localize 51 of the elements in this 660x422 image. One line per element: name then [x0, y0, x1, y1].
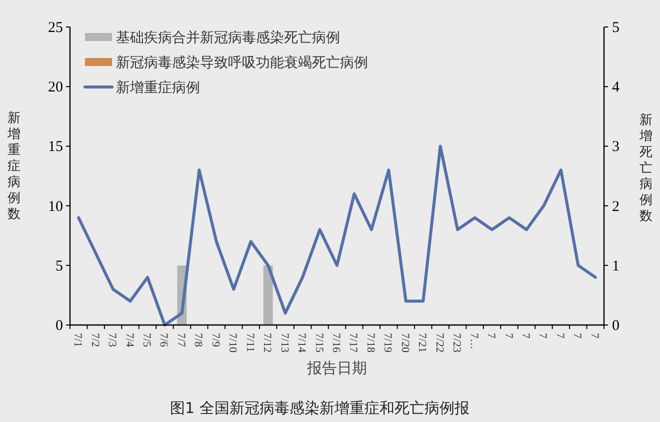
x-tick-label: 7: [536, 333, 549, 339]
x-tick-label: 7/4: [123, 333, 136, 348]
x-tick-label: 7/8: [192, 333, 204, 348]
x-tick-label: 7/16: [330, 333, 342, 354]
text: 图1 全国新冠病毒感染新增重症和死亡病例报: [170, 399, 470, 417]
x-tick-label: 7/10: [226, 333, 239, 354]
y-tick-label: 5: [56, 258, 63, 274]
x-tick-label: 7/21: [416, 333, 428, 353]
x-tick-label: 7/13: [278, 333, 290, 354]
y2-tick-label: 5: [612, 20, 620, 36]
x-tick-label: 7/9: [209, 333, 222, 348]
x-tick-label: 7: [502, 333, 514, 339]
x-tick-label: 7/6: [158, 333, 170, 348]
x-tick-label: 7/15: [312, 333, 325, 354]
legend-label: 新增重症病例: [116, 80, 200, 96]
legend-label: 新冠病毒感染导致呼吸功能衰竭死亡病例: [116, 55, 368, 71]
y-tick-label: 25: [48, 20, 63, 36]
x-tick-label: 7/17: [347, 333, 360, 354]
y2-tick-label: 1: [612, 258, 620, 274]
x-tick-label: 7/14: [296, 333, 308, 354]
x-tick-label: 7/22: [433, 333, 446, 353]
x-tick-label: 7…: [468, 333, 480, 350]
legend-label: 基础疾病合并新冠病毒感染死亡病例: [116, 30, 340, 46]
y2-tick-label: 4: [612, 80, 620, 96]
y2-tick-label: 0: [612, 318, 620, 334]
x-tick-label: 7/12: [261, 333, 274, 353]
y2-tick-label: 3: [612, 139, 620, 156]
x-tick-label: 7/23: [450, 333, 463, 354]
x-axis-title: 报告日期: [306, 360, 367, 377]
x-tick-label: 7: [571, 333, 584, 339]
y-tick-label: 10: [48, 198, 63, 215]
y-tick-label: 15: [48, 139, 63, 156]
y2-tick-label: 2: [612, 198, 620, 215]
x-tick-label: 7/19: [382, 333, 394, 354]
x-tick-label: 7: [485, 333, 498, 339]
x-tick-label: 7: [588, 333, 600, 339]
x-tick-label: 7/20: [398, 333, 411, 354]
y-tick-label: 20: [48, 80, 63, 96]
x-tick-label: 7/7: [174, 333, 187, 348]
y2-axis-title: 新增死亡病例数: [638, 112, 652, 223]
line-series: [77, 144, 597, 326]
x-tick-label: 7/18: [364, 333, 376, 354]
y-axis-title: 新增重症病例数: [6, 110, 20, 221]
x-tick-label: 7: [554, 333, 566, 339]
x-tick-label: 7/1: [72, 333, 84, 348]
x-tick-label: 7/5: [140, 333, 153, 348]
x-tick-label: 7/11: [244, 333, 256, 352]
x-tick-label: 7/2: [88, 333, 101, 348]
x-tick-label: 7/3: [106, 333, 118, 348]
y-tick-label: 0: [56, 318, 63, 334]
x-tick-label: 7: [519, 333, 532, 339]
